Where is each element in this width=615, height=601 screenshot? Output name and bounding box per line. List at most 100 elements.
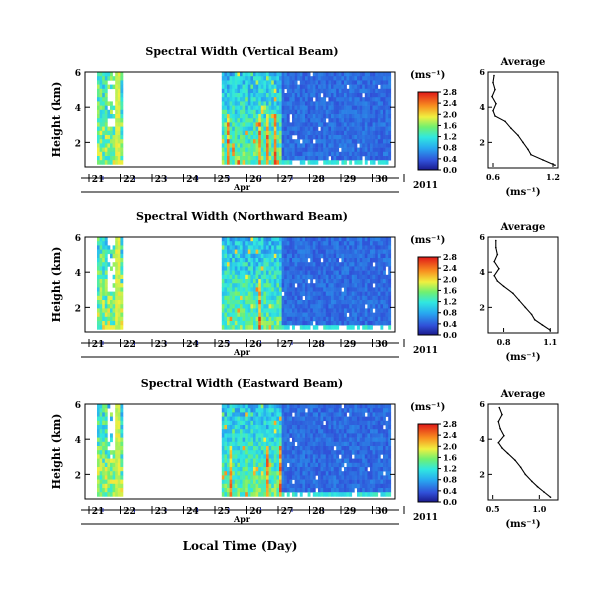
heatmap-cell (312, 109, 316, 115)
heatmap-cell (104, 156, 108, 161)
heatmap-cell (107, 143, 111, 148)
heatmap-cell (284, 80, 288, 85)
heatmap-cell (286, 433, 290, 438)
heatmap-cell (245, 458, 249, 464)
heatmap-cell (336, 300, 340, 305)
heatmap-cell (221, 291, 225, 297)
heatmap-cell (344, 274, 347, 280)
heatmap-cell (286, 160, 290, 165)
heatmap-cell (279, 471, 282, 476)
heatmap-cell (240, 84, 243, 90)
heatmap-cell (263, 492, 267, 497)
heatmap-cell (237, 420, 241, 426)
heatmap-cell (344, 429, 347, 434)
heatmap-cell (245, 304, 249, 309)
heatmap-cell (364, 122, 368, 127)
heatmap-cell (336, 147, 340, 153)
heatmap-cell (268, 458, 272, 464)
heatmap-cell (359, 139, 363, 144)
heatmap-cell (279, 312, 282, 318)
heatmap-cell (364, 101, 368, 106)
y-axis-label: Height (km) (50, 247, 63, 323)
heatmap-cell (385, 160, 389, 165)
heatmap-cell (289, 274, 293, 280)
heatmap-cell (97, 483, 100, 489)
heatmap-cell (271, 458, 275, 464)
heatmap-cell (237, 237, 241, 242)
heatmap-cell (266, 279, 269, 284)
heatmap-cell (255, 450, 259, 455)
heatmap-cell (325, 295, 329, 301)
heatmap-cell (281, 245, 285, 250)
heatmap-cell (286, 471, 290, 476)
heatmap-cell (375, 446, 379, 451)
heatmap-cell (110, 147, 113, 153)
heatmap-cell (302, 287, 306, 292)
heatmap-cell (271, 412, 275, 417)
heatmap-cell (268, 308, 272, 313)
heatmap-cell (372, 312, 376, 318)
heatmap-cell (237, 139, 241, 144)
heatmap-cell (312, 312, 316, 318)
heatmap-cell (344, 312, 347, 318)
heatmap-cell (281, 76, 285, 81)
heatmap-cell (383, 462, 386, 468)
heatmap-cell (255, 325, 259, 330)
heatmap-cell (362, 325, 366, 330)
heatmap-cell (331, 93, 334, 98)
heatmap-cell (224, 441, 228, 447)
heatmap-cell (344, 126, 347, 132)
heatmap-cell (289, 126, 293, 132)
heatmap-cell (224, 109, 228, 115)
heatmap-cell (320, 135, 324, 140)
heatmap-cell (263, 118, 267, 123)
heatmap-cell (268, 109, 272, 115)
heatmap-cell (281, 304, 285, 309)
heatmap-cell (271, 467, 275, 472)
heatmap-cell (99, 300, 103, 305)
heatmap-cell (351, 93, 355, 98)
heatmap-cell (331, 312, 334, 318)
heatmap-cell (307, 321, 311, 326)
heatmap-cell (253, 253, 256, 259)
heatmap-cell (344, 241, 347, 246)
heatmap-cell (377, 283, 381, 288)
heatmap-cell (253, 109, 256, 115)
heatmap-cell (344, 84, 347, 90)
heatmap-cell (286, 72, 290, 77)
heatmap-cell (383, 88, 386, 94)
heatmap-cell (240, 283, 243, 288)
heatmap-cell (240, 321, 243, 326)
heatmap-cell (341, 270, 345, 276)
heatmap-cell (104, 291, 108, 297)
heatmap-cell (380, 450, 384, 455)
heatmap-cell (312, 316, 316, 322)
heatmap-cell (312, 425, 316, 430)
heatmap-cell (110, 76, 113, 81)
heatmap-cell (97, 109, 100, 115)
heatmap-cell (117, 249, 121, 255)
heatmap-cell (315, 253, 319, 259)
heatmap-cell (297, 304, 301, 309)
heatmap-cell (240, 101, 243, 106)
heatmap-cell (260, 437, 264, 443)
heatmap-cell (312, 483, 316, 489)
heatmap-cell (240, 97, 243, 102)
heatmap-cell (117, 76, 121, 81)
heatmap-cell (385, 420, 389, 426)
heatmap-cell (266, 420, 269, 426)
heatmap-cell (242, 241, 246, 246)
heatmap-cell (333, 425, 337, 430)
heatmap-cell (344, 304, 347, 309)
heatmap-cell (117, 471, 121, 476)
heatmap-cell (286, 122, 290, 127)
heatmap-cell (240, 139, 243, 144)
heatmap-cell (289, 139, 293, 144)
heatmap-cell (229, 88, 233, 94)
heatmap-cell (383, 143, 386, 148)
heatmap-cell (245, 101, 249, 106)
heatmap-cell (107, 291, 111, 297)
heatmap-cell (102, 304, 106, 309)
heatmap-cell (242, 295, 246, 301)
heatmap-cell (312, 122, 316, 127)
